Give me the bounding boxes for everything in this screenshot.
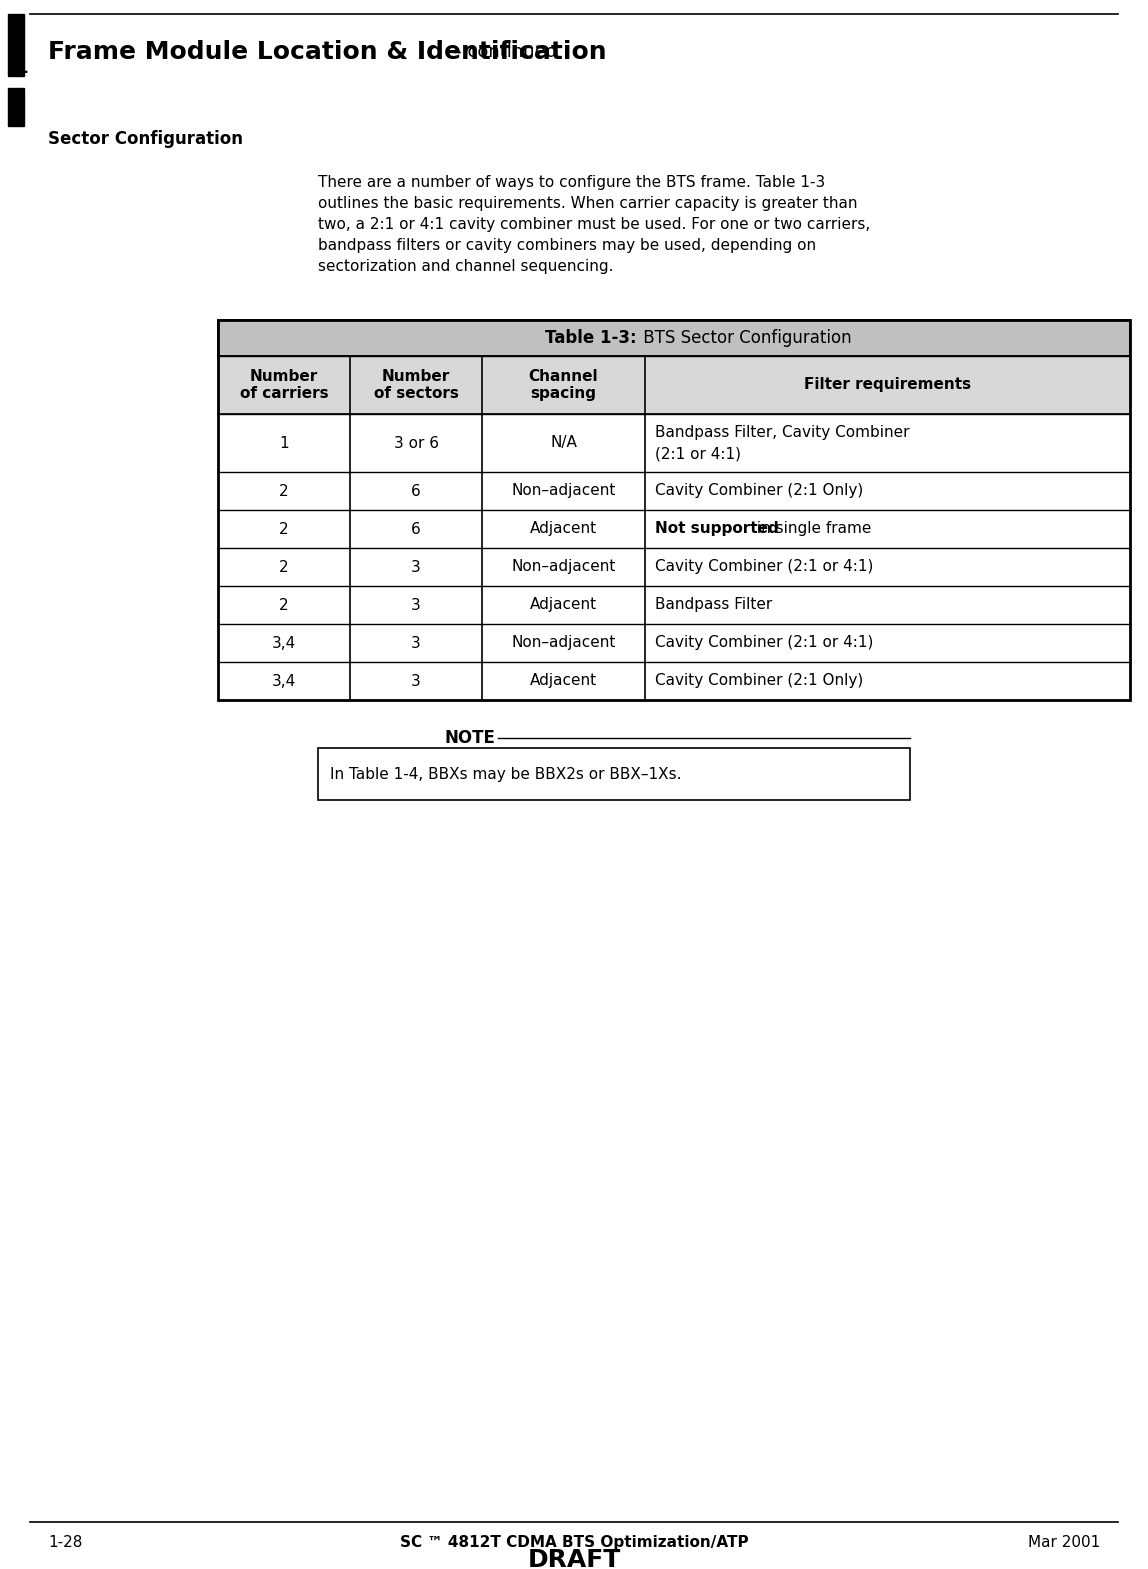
- Bar: [218, 320, 1130, 700]
- Text: two, a 2:1 or 4:1 cavity combiner must be used. For one or two carriers,: two, a 2:1 or 4:1 cavity combiner must b…: [318, 217, 870, 232]
- Bar: [218, 320, 1130, 356]
- Text: in single frame: in single frame: [752, 521, 871, 537]
- Text: 1-28: 1-28: [48, 1534, 83, 1550]
- Bar: [8, 88, 24, 126]
- Text: 2: 2: [279, 521, 289, 537]
- Text: 3: 3: [411, 635, 421, 651]
- Text: Bandpass Filter: Bandpass Filter: [656, 598, 773, 612]
- Text: Table 1-3:: Table 1-3:: [545, 329, 636, 347]
- Text: Not supported: Not supported: [656, 521, 778, 537]
- Text: BTS Sector Configuration: BTS Sector Configuration: [638, 329, 852, 347]
- Text: 6: 6: [411, 521, 421, 537]
- Text: DRAFT: DRAFT: [527, 1549, 621, 1569]
- Text: 1: 1: [16, 60, 28, 77]
- Text: SC ™ 4812T CDMA BTS Optimization/ATP: SC ™ 4812T CDMA BTS Optimization/ATP: [400, 1534, 748, 1550]
- Text: 2: 2: [279, 598, 289, 612]
- Text: N/A: N/A: [550, 436, 577, 450]
- Text: Adjacent: Adjacent: [530, 598, 597, 612]
- Text: 1: 1: [279, 436, 289, 450]
- Text: (2:1 or 4:1): (2:1 or 4:1): [656, 447, 740, 461]
- Text: Number
of carriers: Number of carriers: [240, 369, 328, 402]
- Text: – continued: – continued: [447, 42, 557, 61]
- Text: Adjacent: Adjacent: [530, 673, 597, 689]
- Text: sectorization and channel sequencing.: sectorization and channel sequencing.: [318, 259, 613, 275]
- Text: Filter requirements: Filter requirements: [804, 378, 971, 392]
- Bar: [218, 356, 1130, 414]
- Text: NOTE: NOTE: [444, 730, 496, 747]
- Text: Sector Configuration: Sector Configuration: [48, 130, 243, 147]
- Text: 3: 3: [411, 598, 421, 612]
- Text: Non–adjacent: Non–adjacent: [511, 560, 615, 574]
- Text: Adjacent: Adjacent: [530, 521, 597, 537]
- Text: Number
of sectors: Number of sectors: [373, 369, 458, 402]
- Bar: [8, 14, 24, 75]
- Text: 3,4: 3,4: [272, 673, 296, 689]
- Text: There are a number of ways to configure the BTS frame. Table 1-3: There are a number of ways to configure …: [318, 176, 825, 190]
- Text: Cavity Combiner (2:1 or 4:1): Cavity Combiner (2:1 or 4:1): [656, 560, 874, 574]
- Text: 3 or 6: 3 or 6: [394, 436, 439, 450]
- Text: Mar 2001: Mar 2001: [1027, 1534, 1100, 1550]
- Text: bandpass filters or cavity combiners may be used, depending on: bandpass filters or cavity combiners may…: [318, 238, 816, 253]
- Text: Channel
spacing: Channel spacing: [529, 369, 598, 402]
- Bar: [318, 748, 910, 800]
- Text: 3,4: 3,4: [272, 635, 296, 651]
- Text: 3: 3: [411, 673, 421, 689]
- Text: 2: 2: [279, 483, 289, 499]
- Text: Cavity Combiner (2:1 Only): Cavity Combiner (2:1 Only): [656, 483, 863, 499]
- Text: In Table 1-4, BBXs may be BBX2s or BBX–1Xs.: In Table 1-4, BBXs may be BBX2s or BBX–1…: [329, 767, 682, 781]
- Text: 3: 3: [411, 560, 421, 574]
- Text: Non–adjacent: Non–adjacent: [511, 483, 615, 499]
- Text: Cavity Combiner (2:1 or 4:1): Cavity Combiner (2:1 or 4:1): [656, 635, 874, 651]
- Text: Cavity Combiner (2:1 Only): Cavity Combiner (2:1 Only): [656, 673, 863, 689]
- Text: Bandpass Filter, Cavity Combiner: Bandpass Filter, Cavity Combiner: [656, 425, 909, 439]
- Text: 6: 6: [411, 483, 421, 499]
- Text: Non–adjacent: Non–adjacent: [511, 635, 615, 651]
- Text: Frame Module Location & Identification: Frame Module Location & Identification: [48, 39, 606, 64]
- Text: 2: 2: [279, 560, 289, 574]
- Text: outlines the basic requirements. When carrier capacity is greater than: outlines the basic requirements. When ca…: [318, 196, 858, 210]
